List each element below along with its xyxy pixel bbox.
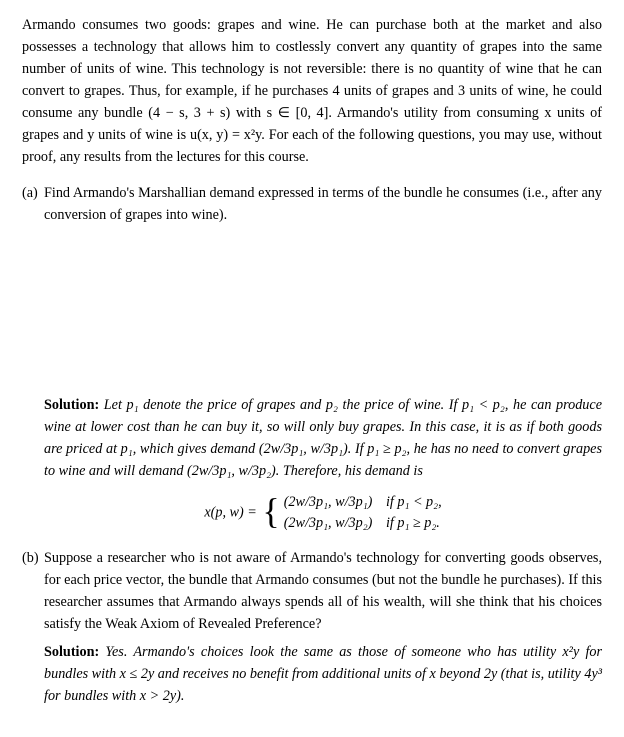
solution-b-body: Yes. Armando's choices look the same as … bbox=[44, 644, 602, 704]
workspace-gap bbox=[22, 226, 602, 394]
case1-value: (2w/3p₁, w/3p₁) bbox=[284, 494, 373, 510]
page: Armando consumes two goods: grapes and w… bbox=[0, 0, 624, 727]
eq-lhs: x(p, w) = bbox=[204, 505, 257, 521]
question-b-text: Suppose a researcher who is not aware of… bbox=[44, 547, 602, 707]
question-a-text: Find Armando's Marshallian demand expres… bbox=[44, 182, 602, 226]
solution-a-label: Solution: bbox=[44, 397, 99, 413]
question-b-label: (b) bbox=[22, 547, 44, 707]
case2-cond: if p₁ ≥ p₂. bbox=[386, 513, 440, 534]
brace-icon: { bbox=[262, 493, 279, 529]
solution-b-label: Solution: bbox=[44, 644, 99, 660]
solution-a-body: Let p₁ denote the price of grapes and p₂… bbox=[44, 397, 602, 479]
question-a: (a) Find Armando's Marshallian demand ex… bbox=[22, 182, 602, 226]
case2-value: (2w/3p₁, w/3p₂) bbox=[284, 515, 373, 531]
question-b: (b) Suppose a researcher who is not awar… bbox=[22, 547, 602, 707]
solution-a: Solution: Let p₁ denote the price of gra… bbox=[22, 394, 602, 535]
solution-a-equation: x(p, w) = { (2w/3p₁, w/3p₁) if p₁ < p₂, … bbox=[44, 492, 602, 535]
question-b-body-text: Suppose a researcher who is not aware of… bbox=[44, 550, 602, 632]
question-a-label: (a) bbox=[22, 182, 44, 226]
intro-paragraph: Armando consumes two goods: grapes and w… bbox=[22, 14, 602, 168]
solution-b: Solution: Yes. Armando's choices look th… bbox=[44, 641, 602, 707]
case1-cond: if p₁ < p₂, bbox=[386, 492, 442, 513]
